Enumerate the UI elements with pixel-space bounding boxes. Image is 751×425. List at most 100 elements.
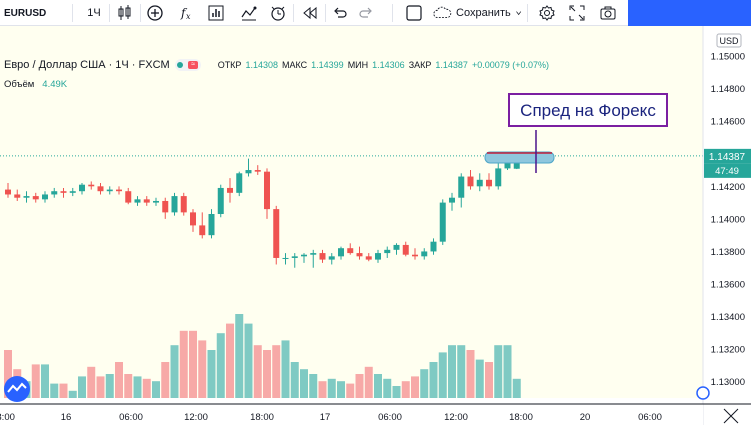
- scroll-to-realtime-button[interactable]: [696, 386, 710, 400]
- candle: [458, 173, 465, 208]
- candle: [375, 249, 381, 263]
- candle: [264, 168, 270, 219]
- candle: [476, 173, 483, 192]
- currency-label: USD: [719, 36, 739, 46]
- symbol-title[interactable]: Евро / Доллар США · 1Ч · FXCM: [4, 59, 170, 71]
- candle-body: [190, 212, 196, 226]
- candle-body: [384, 249, 391, 254]
- svg-text:f: f: [180, 6, 188, 20]
- candle: [143, 196, 150, 206]
- volume-bar: [170, 345, 179, 398]
- time-tick-label: 18:00: [0, 412, 15, 423]
- candle-body: [254, 170, 261, 172]
- time-tick-label: 18:00: [509, 412, 533, 423]
- save-label: Сохранить: [456, 7, 511, 19]
- candle-body: [467, 176, 474, 187]
- volume-label[interactable]: Объём: [4, 79, 35, 90]
- volume-legend: Объём 4.49K: [4, 79, 67, 90]
- price-scale[interactable]: [703, 26, 751, 425]
- settings-icon[interactable]: [536, 0, 558, 26]
- redo-icon[interactable]: [355, 0, 377, 26]
- candle-body: [236, 173, 243, 193]
- candle-body: [134, 199, 141, 203]
- candle: [227, 178, 233, 203]
- candle-body: [116, 189, 122, 192]
- bar-chart-icon[interactable]: [205, 0, 227, 26]
- volume-bar: [68, 390, 77, 398]
- candle-body: [412, 254, 418, 257]
- candle-body: [60, 191, 67, 193]
- candle: [439, 199, 446, 245]
- volume-bar: [300, 369, 308, 398]
- time-tick-label: 12:00: [184, 412, 208, 423]
- candle-body: [421, 251, 428, 257]
- fullscreen-icon[interactable]: [566, 0, 588, 26]
- volume-bar: [198, 340, 207, 398]
- volume-bar: [281, 340, 290, 398]
- candle-body: [208, 214, 215, 236]
- interval-button[interactable]: 1Ч: [87, 7, 101, 19]
- alert-icon[interactable]: [267, 0, 289, 26]
- candles-icon[interactable]: [114, 0, 136, 26]
- volume-bar: [263, 350, 271, 398]
- candle-body: [79, 184, 85, 192]
- save-button[interactable]: Сохранить: [432, 0, 522, 26]
- candle: [328, 253, 335, 265]
- symbol-search-button[interactable]: EURUSD: [4, 7, 47, 19]
- candle: [282, 253, 289, 265]
- candle: [356, 246, 363, 260]
- replay-icon[interactable]: [299, 0, 321, 26]
- ohlc-values: ОТКР 1.14308 МАКС 1.14399 МИН 1.14306 ЗАКР 1…: [218, 60, 549, 70]
- candle-body: [301, 254, 307, 257]
- toolbar-divider: [392, 4, 393, 22]
- candle: [14, 189, 21, 201]
- candle-body: [504, 158, 511, 169]
- compare-icon[interactable]: [238, 0, 260, 26]
- price-chart[interactable]: Спред на Форекс 1.150001.148001.146001.1…: [0, 26, 751, 425]
- toolbar-divider: [109, 4, 110, 22]
- candle: [79, 183, 85, 195]
- low-value: 1.14306: [372, 60, 405, 70]
- candle-body: [347, 248, 354, 254]
- undo-icon[interactable]: [329, 0, 351, 26]
- volume-bar: [309, 374, 318, 398]
- candle-body: [153, 200, 159, 203]
- candle: [190, 209, 196, 232]
- toolbar-divider: [72, 4, 73, 22]
- price-tick-label: 1.13200: [711, 345, 745, 356]
- candle: [134, 196, 141, 206]
- publish-button[interactable]: [628, 0, 751, 26]
- market-status-icon[interactable]: ≈: [174, 59, 201, 71]
- volume-bar: [383, 378, 392, 398]
- candle-body: [162, 200, 169, 213]
- volume-bar: [429, 362, 438, 398]
- candle: [486, 173, 492, 190]
- time-scale[interactable]: [0, 404, 703, 425]
- volume-bar: [244, 323, 253, 398]
- price-tick-label: 1.13600: [711, 280, 745, 291]
- current-price-badge: [704, 148, 751, 164]
- toolbar-divider: [325, 4, 326, 22]
- candle: [301, 253, 307, 263]
- camera-icon[interactable]: [597, 0, 619, 26]
- candles: [5, 153, 520, 268]
- candle: [208, 209, 215, 239]
- candle: [153, 197, 159, 206]
- chart-pane[interactable]: Спред на Форекс 1.15000 1.14800 1.14600 1.1…: [0, 26, 751, 425]
- candle-body: [486, 179, 492, 187]
- currency-badge[interactable]: [716, 33, 742, 48]
- time-tick-label: 18:00: [250, 412, 274, 423]
- volume-bar: [411, 376, 419, 398]
- volume-bar: [216, 333, 225, 398]
- layout-icon[interactable]: [403, 0, 425, 26]
- axis-settings-icon[interactable]: [723, 408, 739, 424]
- volume-bar: [346, 383, 355, 398]
- candle-body: [51, 191, 58, 195]
- volume-bar: [318, 381, 327, 398]
- candle: [171, 192, 178, 216]
- candle-body: [264, 171, 270, 210]
- candle-body: [5, 189, 11, 195]
- add-indicator-icon[interactable]: [144, 0, 166, 26]
- volume-bar: [327, 378, 336, 398]
